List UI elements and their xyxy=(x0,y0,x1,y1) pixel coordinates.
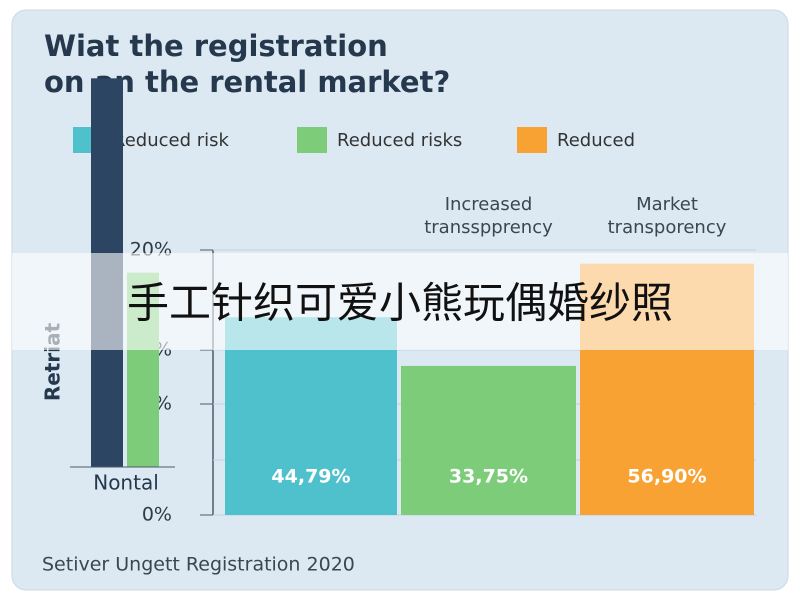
value-label: 33,75% xyxy=(449,466,528,488)
bar xyxy=(225,317,397,515)
legend-label: Reduced xyxy=(557,130,635,151)
legend-swatch xyxy=(297,127,327,153)
value-label: 56,90% xyxy=(627,466,706,488)
legend-label: Reduced risks xyxy=(337,130,462,151)
category-label: Increased transspprency xyxy=(424,194,553,238)
legend-swatch xyxy=(517,127,547,153)
category-line: transspprency xyxy=(424,217,553,238)
overlay-text: 手工针织可爱小熊玩偶婚纱照 xyxy=(127,279,673,328)
value-label: 44,79% xyxy=(271,466,350,488)
category-line: transporency xyxy=(608,217,727,238)
y-tick-label: 0% xyxy=(142,504,172,526)
chart-title: Wiat the registration xyxy=(44,29,388,63)
category-line: Increased xyxy=(445,194,533,215)
category-label: Market transporency xyxy=(608,194,727,238)
inset-label: Nontal xyxy=(93,471,159,495)
overlay-band xyxy=(12,253,788,350)
category-line: Market xyxy=(636,194,698,215)
bar xyxy=(401,365,576,515)
legend-label: Reduced risk xyxy=(113,130,230,151)
footer: Setiver Ungett Registration 2020 xyxy=(42,554,355,576)
